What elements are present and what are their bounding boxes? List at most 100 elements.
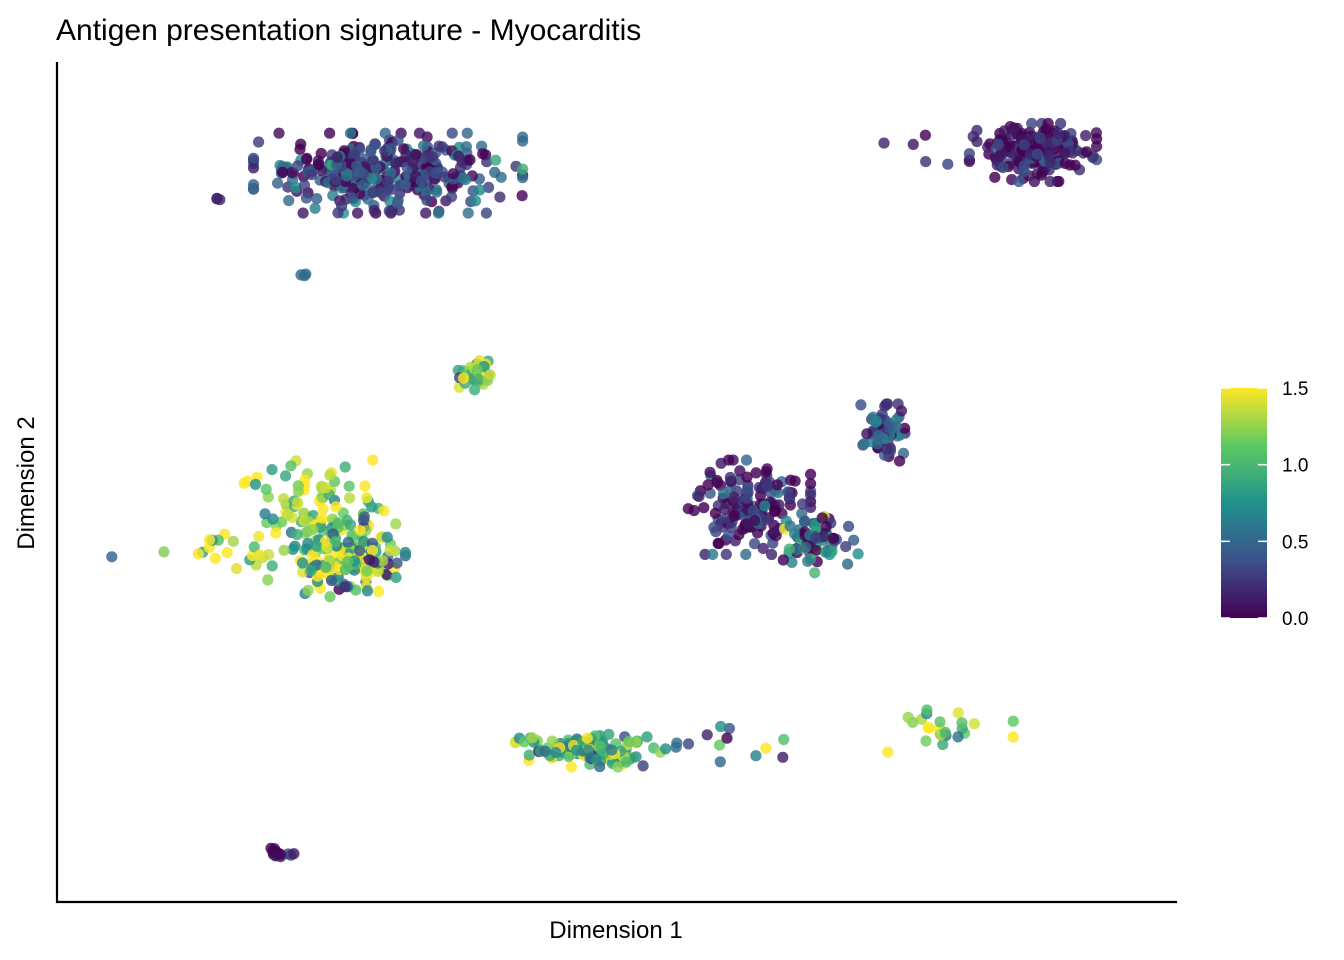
- scatter-point: [367, 454, 379, 466]
- scatter-point: [937, 739, 949, 751]
- scatter-point: [920, 156, 932, 168]
- scatter-point: [490, 154, 502, 166]
- scatter-point: [368, 204, 380, 216]
- scatter-point: [447, 168, 459, 180]
- scatter-point: [1081, 146, 1093, 158]
- scatter-point: [713, 739, 726, 751]
- scatter-point: [517, 172, 529, 184]
- scatter-point: [809, 567, 821, 579]
- scatter-point: [670, 741, 682, 753]
- x-axis-label: Dimension 1: [549, 917, 682, 944]
- scatter-point: [307, 549, 319, 561]
- scatter-point: [802, 555, 814, 567]
- scatter-point: [361, 585, 374, 597]
- scatter-point: [623, 735, 635, 748]
- scatter-point: [721, 732, 733, 744]
- scatter-point: [266, 560, 278, 572]
- scatter-point: [939, 726, 952, 739]
- scatter-point: [296, 557, 309, 569]
- scatter-point: [278, 544, 290, 556]
- scatter-point: [453, 150, 465, 162]
- scatter-point: [344, 519, 357, 531]
- scatter-point: [715, 457, 727, 469]
- scatter-point: [881, 398, 894, 410]
- scatter-point: [526, 732, 539, 744]
- scatter-point: [297, 207, 309, 219]
- scatter-point: [942, 158, 954, 170]
- scatter-point: [805, 489, 817, 501]
- scatter-point: [324, 591, 336, 603]
- scatter-point: [861, 428, 873, 440]
- scatter-point: [365, 146, 377, 158]
- scatter-point: [358, 168, 370, 180]
- scatter-point: [517, 135, 529, 147]
- scatter-point: [899, 422, 911, 434]
- scatter-point: [385, 167, 397, 179]
- scatter-point: [320, 482, 332, 494]
- scatter-point: [247, 183, 260, 195]
- scatter-point: [702, 479, 714, 491]
- scatter-point: [377, 555, 389, 567]
- scatter-point: [302, 584, 314, 597]
- scatter-point: [789, 475, 801, 487]
- scatter-point: [346, 192, 358, 204]
- scatter-point: [339, 461, 351, 473]
- scatter-point: [843, 520, 855, 533]
- scatter-point: [895, 405, 908, 417]
- scatter-point: [283, 195, 295, 207]
- scatter-point: [786, 556, 798, 569]
- scatter-point: [359, 480, 371, 492]
- scatter-point: [324, 469, 336, 481]
- scatter-point: [777, 554, 789, 566]
- scatter-point: [483, 181, 495, 193]
- scatter-point: [325, 574, 338, 587]
- scatter-point: [407, 156, 419, 168]
- scatter-point: [472, 373, 485, 385]
- scatter-point: [693, 490, 705, 502]
- scatter-point: [484, 369, 496, 381]
- scatter-point: [770, 526, 782, 538]
- scatter-point: [341, 170, 353, 182]
- scatter-point: [902, 711, 914, 723]
- scatter-point: [352, 207, 364, 219]
- scatter-point: [968, 718, 981, 730]
- scatter-point: [582, 744, 594, 757]
- scatter-point: [708, 521, 720, 534]
- scatter-point: [741, 492, 753, 504]
- scatter-point: [769, 505, 781, 518]
- scatter-point: [460, 141, 472, 153]
- scatter-point: [759, 500, 771, 512]
- scatter-point: [722, 530, 735, 542]
- scatter-point: [390, 571, 402, 584]
- colorbar-gradient: [1221, 388, 1267, 618]
- scatter-point: [302, 537, 314, 550]
- scatter-point: [287, 543, 299, 556]
- scatter-point: [399, 178, 412, 191]
- scatter-point: [894, 455, 906, 467]
- scatter-point: [247, 152, 260, 164]
- scatter-point: [446, 127, 458, 139]
- colorbar-tick-label: 1.5: [1282, 379, 1308, 400]
- scatter-point: [297, 566, 309, 578]
- scatter-point: [728, 491, 740, 503]
- scatter-point: [1058, 147, 1070, 159]
- scatter-point: [438, 171, 450, 183]
- scatter-point: [742, 518, 754, 530]
- scatter-point: [305, 168, 318, 181]
- scatter-point: [413, 127, 426, 139]
- scatter-point: [660, 743, 672, 755]
- scatter-point: [300, 192, 312, 204]
- scatter-point: [952, 731, 964, 743]
- scatter-point: [871, 438, 884, 450]
- scatter-point: [994, 150, 1006, 162]
- scatter-point: [294, 143, 306, 155]
- scatter-point: [471, 364, 483, 376]
- scatter-point: [381, 531, 393, 543]
- scatter-point: [385, 142, 397, 154]
- scatter-point: [305, 565, 317, 577]
- scatter-point: [620, 756, 633, 768]
- scatter-point: [747, 505, 759, 517]
- scatter-point: [760, 742, 772, 754]
- scatter-point: [870, 416, 882, 428]
